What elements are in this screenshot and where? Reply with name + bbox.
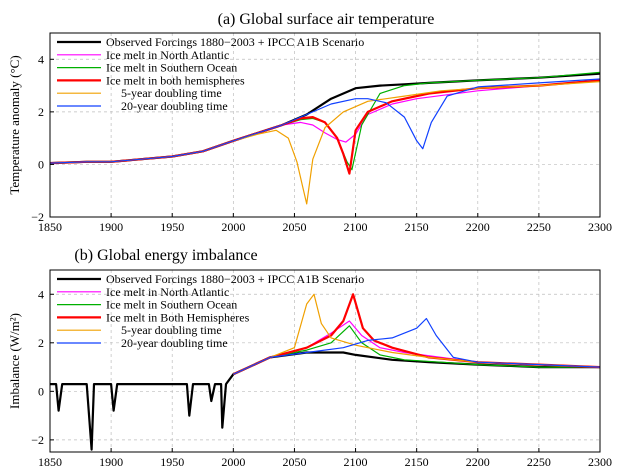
legend-label: 5-year doubling time — [121, 323, 222, 337]
x-tick-label: 2100 — [344, 220, 368, 234]
y-tick-label: −2 — [31, 433, 44, 447]
x-tick-label: 1900 — [99, 220, 123, 234]
y-tick-label: 0 — [38, 384, 44, 398]
series-line-a-5 — [49, 78, 601, 164]
x-tick-label: 1850 — [38, 220, 62, 234]
legend-label: Ice melt in Both Hemispheres — [106, 310, 250, 324]
panel-a-temperature: (a) Global surface air temperature 1850 1… — [7, 11, 612, 234]
x-tick-label: 1950 — [160, 220, 184, 234]
legend-label: Ice melt in Southern Ocean — [106, 61, 237, 75]
legend-label: 20-year doubling time — [121, 336, 228, 350]
x-tick-label: 2150 — [405, 220, 429, 234]
legend-label: 20-year doubling time — [121, 99, 228, 113]
legend-b: Observed Forcings 1880−2003 + IPCC A1B S… — [57, 272, 364, 350]
x-tick-label: 2200 — [466, 220, 490, 234]
panel-b-energy: (b) Global energy imbalance 1850 1900 1950… — [7, 247, 612, 469]
y-axis-label-a: Temperature anomaly (°C) — [7, 55, 22, 194]
x-tick-label: 2300 — [588, 220, 612, 234]
chart-title-b: (b) Global energy imbalance — [74, 247, 257, 264]
series-line-b-0 — [50, 351, 600, 451]
y-tick-label: −2 — [31, 210, 44, 224]
plot-frame-a — [49, 32, 601, 218]
x-tick-label: 2050 — [282, 455, 306, 469]
x-tick-label: 2250 — [527, 455, 551, 469]
series-line-b-5 — [233, 317, 601, 375]
series-group-b — [50, 293, 601, 451]
y-tick-label: 2 — [38, 336, 44, 350]
x-tick-label: 2150 — [405, 455, 429, 469]
y-tick-label: 0 — [38, 157, 44, 171]
y-tick-label: 4 — [38, 52, 44, 66]
legend-label: Ice melt in Southern Ocean — [106, 298, 237, 312]
x-tick-label: 1950 — [160, 455, 184, 469]
y-tick-label: 4 — [38, 287, 44, 301]
ticks-a: 1850 1900 1950 2000 2050 2100 2150 2200 2250 2300… — [31, 52, 612, 234]
x-tick-label: 2250 — [527, 220, 551, 234]
legend-label: 5-year doubling time — [121, 86, 222, 100]
x-tick-label: 2000 — [221, 455, 245, 469]
x-tick-label: 1850 — [38, 455, 62, 469]
x-tick-label: 2000 — [221, 220, 245, 234]
legend-label: Observed Forcings 1880−2003 + IPCC A1B S… — [106, 35, 364, 49]
x-tick-label: 2050 — [282, 220, 306, 234]
legend-a: Observed Forcings 1880−2003 + IPCC A1B S… — [57, 35, 364, 113]
chart-title-a: (a) Global surface air temperature — [218, 11, 435, 28]
plot-frame-b — [49, 269, 601, 453]
series-group-a — [49, 71, 601, 205]
legend-label: Observed Forcings 1880−2003 + IPCC A1B S… — [106, 272, 364, 286]
legend-label: Ice melt in North Atlantic — [106, 48, 229, 62]
legend-label: Ice melt in both hemispheres — [106, 73, 245, 87]
y-tick-label: 2 — [38, 105, 44, 119]
ticks-b: 1850 1900 1950 2000 2050 2100 2150 2200 2250 2300… — [31, 287, 612, 469]
y-axis-label-b: Imbalance (W/m²) — [7, 313, 22, 409]
x-tick-label: 2300 — [588, 455, 612, 469]
x-tick-label: 1900 — [99, 455, 123, 469]
x-tick-label: 2200 — [466, 455, 490, 469]
x-tick-label: 2100 — [344, 455, 368, 469]
legend-label: Ice melt in North Atlantic — [106, 285, 229, 299]
